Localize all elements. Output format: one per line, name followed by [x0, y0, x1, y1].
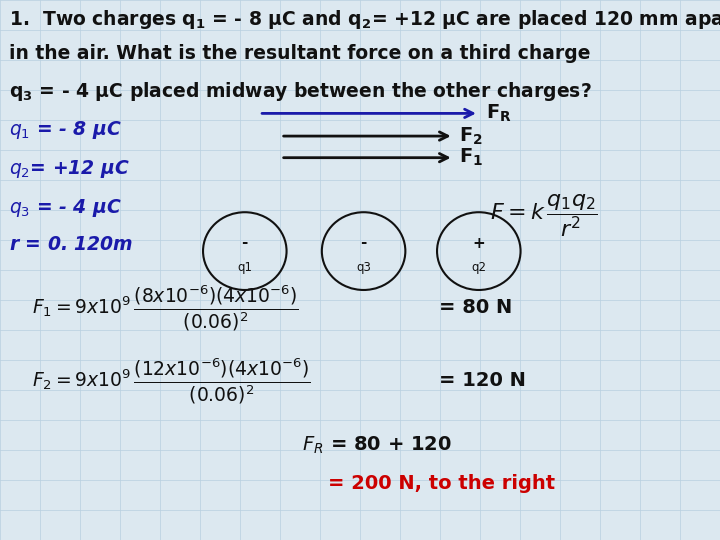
Text: $\boldsymbol{r}$ = 0. 120m: $\boldsymbol{r}$ = 0. 120m [9, 235, 133, 254]
Text: $\boldsymbol{F_R}$ = 80 + 120: $\boldsymbol{F_R}$ = 80 + 120 [302, 435, 452, 456]
Text: $\mathbf{q_3}$ = - 4 μC placed midway between the other charges?: $\mathbf{q_3}$ = - 4 μC placed midway be… [9, 80, 591, 103]
Text: $\mathbf{F_2}$: $\mathbf{F_2}$ [459, 125, 483, 147]
Text: q3: q3 [356, 261, 371, 274]
Text: $\mathbf{F_R}$: $\mathbf{F_R}$ [486, 103, 512, 124]
Text: 1.  Two charges $\mathbf{q_1}$ = - 8 μC and $\mathbf{q_2}$= +12 μC are placed 12: 1. Two charges $\mathbf{q_1}$ = - 8 μC a… [9, 8, 720, 31]
Text: = 120 N: = 120 N [439, 371, 526, 390]
Text: $\boldsymbol{q_3}$ = - 4 μC: $\boldsymbol{q_3}$ = - 4 μC [9, 197, 122, 219]
Text: $F_2 = 9x10^9\,\dfrac{(12x10^{-6})(4x10^{-6})}{(0.06)^2}$: $F_2 = 9x10^9\,\dfrac{(12x10^{-6})(4x10^… [32, 356, 311, 406]
Text: q1: q1 [238, 261, 252, 274]
Text: $\mathbf{F_1}$: $\mathbf{F_1}$ [459, 147, 484, 168]
Text: q2: q2 [472, 261, 486, 274]
Text: -: - [242, 235, 248, 251]
Text: in the air. What is the resultant force on a third charge: in the air. What is the resultant force … [9, 44, 590, 63]
Text: $F = k\,\dfrac{q_1 q_2}{r^2}$: $F = k\,\dfrac{q_1 q_2}{r^2}$ [490, 193, 598, 239]
Text: +: + [472, 235, 485, 251]
Text: $\boldsymbol{q_2}$= +12 μC: $\boldsymbol{q_2}$= +12 μC [9, 158, 130, 180]
Text: -: - [361, 235, 366, 251]
Text: $\boldsymbol{q_1}$ = - 8 μC: $\boldsymbol{q_1}$ = - 8 μC [9, 119, 122, 141]
Text: $F_1 = 9x10^9\,\dfrac{(8x10^{-6})(4x10^{-6})}{(0.06)^2}$: $F_1 = 9x10^9\,\dfrac{(8x10^{-6})(4x10^{… [32, 283, 300, 333]
Text: = 200 N, to the right: = 200 N, to the right [328, 474, 554, 493]
Text: = 80 N: = 80 N [439, 298, 513, 318]
